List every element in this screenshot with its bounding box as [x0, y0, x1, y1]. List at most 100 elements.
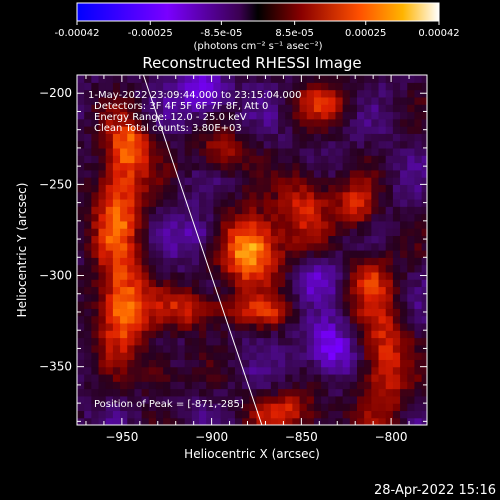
heatmap-cell — [213, 75, 222, 83]
heatmap-cell — [148, 147, 157, 156]
heatmap-cell — [328, 147, 337, 156]
heatmap-cell — [163, 395, 171, 404]
heatmap-cell — [220, 381, 229, 390]
heatmap-cell — [357, 242, 365, 251]
heatmap-cell — [392, 344, 401, 353]
heatmap-cell — [263, 75, 272, 83]
heatmap-cell — [148, 359, 157, 368]
heatmap-cell — [170, 301, 179, 309]
heatmap-cell — [292, 206, 301, 215]
heatmap-cell — [292, 213, 301, 222]
heatmap-cell — [206, 89, 215, 98]
heatmap-cell — [285, 337, 293, 346]
heatmap-cell — [134, 89, 143, 98]
annotation-energy: Energy Range: 12.0 - 25.0 keV — [94, 112, 247, 123]
heatmap-cell — [335, 322, 344, 331]
heatmap-cell — [270, 126, 279, 134]
heatmap-cell — [249, 147, 258, 156]
heatmap-cell — [213, 89, 222, 98]
heatmap-cell — [227, 373, 236, 382]
heatmap-cell — [378, 279, 387, 288]
heatmap-cell — [220, 111, 229, 120]
heatmap-cell — [378, 301, 387, 309]
heatmap-cell — [170, 395, 179, 404]
heatmap-cell — [335, 235, 344, 244]
heatmap-cell — [213, 220, 222, 229]
heatmap-cell — [141, 395, 150, 404]
heatmap-cell — [335, 337, 344, 346]
heatmap-cell — [127, 104, 136, 113]
heatmap-cell — [98, 279, 107, 288]
heatmap-cell — [256, 96, 265, 105]
heatmap-cell — [385, 184, 394, 193]
heatmap-cell — [357, 257, 365, 266]
heatmap-cell — [155, 330, 164, 339]
heatmap-cell — [364, 155, 372, 164]
heatmap-cell — [378, 184, 387, 193]
heatmap-cell — [321, 198, 329, 207]
heatmap-cell — [227, 250, 236, 258]
heatmap-cell — [112, 177, 121, 185]
heatmap-cell — [335, 330, 344, 339]
heatmap-cell — [199, 410, 207, 419]
heatmap-cell — [414, 228, 423, 237]
heatmap-cell — [342, 133, 351, 142]
heatmap-cell — [177, 147, 186, 156]
heatmap-cell — [342, 381, 351, 390]
heatmap-cell — [163, 293, 171, 302]
heatmap-cell — [227, 82, 236, 91]
heatmap-cell — [84, 308, 92, 317]
heatmap-cell — [84, 322, 92, 331]
heatmap-cell — [292, 140, 301, 149]
heatmap-cell — [242, 279, 250, 288]
heatmap-cell — [213, 147, 222, 156]
heatmap-cell — [349, 264, 358, 273]
heatmap-cell — [84, 75, 92, 83]
heatmap-cell — [414, 206, 423, 215]
heatmap-cell — [421, 155, 427, 164]
heatmap-cell — [199, 89, 207, 98]
heatmap-cell — [127, 82, 136, 91]
heatmap-cell — [148, 228, 157, 237]
heatmap-cell — [163, 264, 171, 273]
heatmap-cell — [127, 286, 136, 295]
heatmap-cell — [349, 352, 358, 360]
heatmap-cell — [335, 250, 344, 258]
heatmap-cell — [321, 366, 329, 375]
heatmap-cell — [421, 330, 427, 339]
heatmap-cell — [184, 75, 193, 83]
heatmap-cell — [328, 395, 337, 404]
heatmap-cell — [98, 111, 107, 120]
heatmap-cell — [77, 133, 85, 142]
heatmap-cell — [278, 250, 286, 258]
heatmap-cell — [148, 293, 157, 302]
heatmap-cell — [98, 89, 107, 98]
heatmap-cell — [127, 322, 136, 331]
heatmap-cell — [134, 250, 143, 258]
heatmap-cell — [328, 96, 337, 105]
heatmap-cell — [278, 308, 286, 317]
heatmap-cell — [127, 271, 136, 280]
heatmap-cell — [400, 206, 408, 215]
heatmap-cell — [313, 82, 322, 91]
heatmap-cell — [191, 271, 200, 280]
heatmap-cell — [170, 344, 179, 353]
heatmap-cell — [342, 417, 351, 425]
heatmap-cell — [392, 381, 401, 390]
heatmap-cell — [421, 147, 427, 156]
heatmap-cell — [270, 155, 279, 164]
heatmap-cell — [177, 228, 186, 237]
heatmap-cell — [141, 228, 150, 237]
heatmap-cell — [249, 301, 258, 309]
heatmap-cell — [77, 82, 85, 91]
heatmap-cell — [234, 388, 243, 397]
heatmap-cell — [349, 279, 358, 288]
heatmap-cell — [220, 184, 229, 193]
heatmap-cell — [421, 75, 427, 83]
heatmap-cell — [357, 147, 365, 156]
heatmap-cell — [170, 191, 179, 200]
heatmap-cell — [256, 75, 265, 83]
heatmap-cell — [91, 191, 100, 200]
heatmap-cell — [349, 293, 358, 302]
